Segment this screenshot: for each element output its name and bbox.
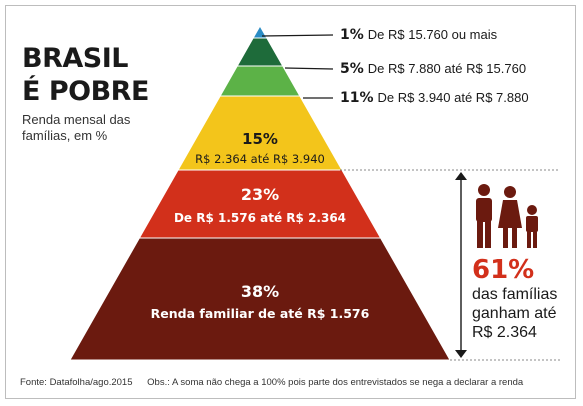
footer-note: Obs.: A soma não chega a 100% pois parte… — [147, 377, 524, 388]
footer-source: Fonte: Datafolha/ago.2015 — [20, 377, 133, 388]
summary-line-2: ganham até — [472, 305, 557, 322]
family-icon — [476, 184, 538, 248]
pyramid-tier-2 — [236, 37, 284, 67]
title-line-1: BRASIL — [22, 43, 128, 74]
callout-text-2: 5% De R$ 7.880 até R$ 15.760 — [340, 61, 526, 77]
bracket-arrow-up-icon — [455, 172, 467, 180]
tier-range-label-4: R$ 2.364 até R$ 3.940 — [195, 152, 325, 166]
tier-range-label-6: Renda familiar de até R$ 1.576 — [151, 306, 370, 321]
subtitle: Renda mensal das famílias, em % — [22, 112, 131, 143]
callout-leader-2 — [284, 67, 334, 70]
title-block: BRASIL É POBRE Renda mensal das famílias… — [22, 42, 192, 144]
tier-range-label-5: De R$ 1.576 até R$ 2.364 — [174, 211, 346, 225]
summary-percentage: 61% — [472, 255, 535, 285]
tier-pct-label-6: 38% — [241, 282, 279, 301]
summary-line-3: R$ 2.364 — [472, 324, 537, 341]
tier-pct-label-4: 15% — [242, 130, 278, 148]
pyramid-tier-5 — [138, 169, 382, 239]
summary-line-1: das famílias — [472, 286, 558, 303]
callout-text-3: 11% De R$ 3.940 até R$ 7.880 — [340, 90, 529, 106]
bracket-arrow-down-icon — [455, 350, 467, 358]
callout-leader-1 — [261, 34, 334, 37]
title-line-2: É POBRE — [22, 76, 149, 107]
summary-callout: 61% das famílias ganham até R$ 2.364 — [472, 255, 572, 342]
callout-text-1: 1% De R$ 15.760 ou mais — [340, 27, 498, 43]
footer: Fonte: Datafolha/ago.2015 Obs.: A soma n… — [20, 377, 535, 388]
pyramid-tier-3 — [219, 65, 301, 97]
tier-pct-label-5: 23% — [241, 185, 279, 204]
